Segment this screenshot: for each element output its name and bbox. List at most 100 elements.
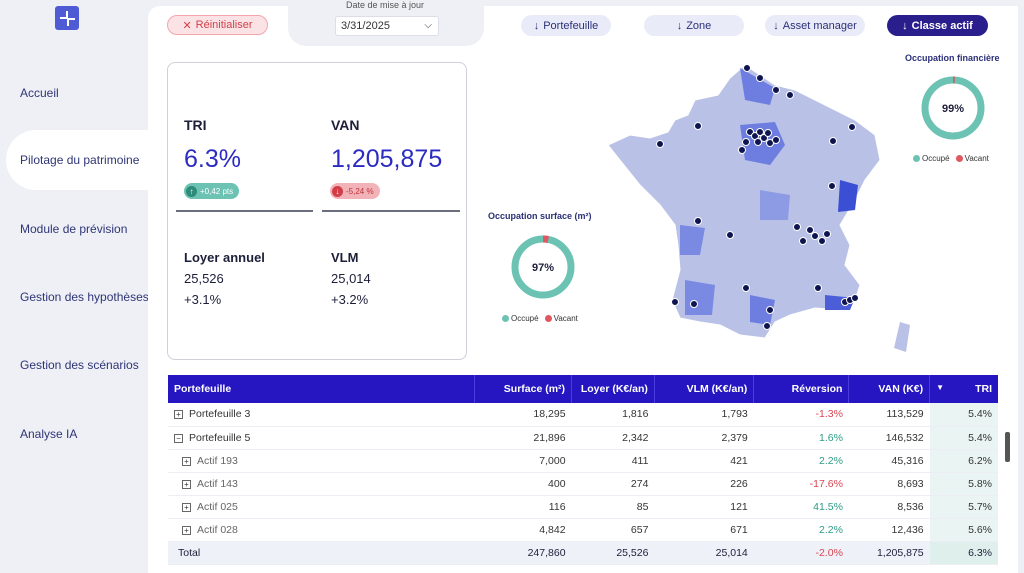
filter-classe-actif-button[interactable]: ↓ Classe actif bbox=[887, 15, 988, 36]
france-map[interactable] bbox=[600, 60, 920, 360]
collapse-icon[interactable]: − bbox=[174, 433, 183, 443]
table-row[interactable]: + Portefeuille 3 18,295 1,816 1,793 -1.3% 113,… bbox=[168, 403, 998, 427]
nav-item-scenarios[interactable]: Gestion des scénarios bbox=[20, 358, 139, 372]
legend-occupied-label: Occupé bbox=[922, 154, 950, 163]
nav-item-hypotheses[interactable]: Gestion des hypothèses bbox=[20, 290, 149, 304]
col-loyer[interactable]: Loyer (K€/an) bbox=[571, 375, 655, 403]
row-name-cell: + Actif 025 bbox=[168, 495, 475, 519]
table-cell: -17.6% bbox=[753, 472, 849, 496]
table-cell: 6.2% bbox=[929, 449, 998, 473]
region-southwest bbox=[685, 280, 715, 315]
table-row[interactable]: + Actif 028 4,842 657 671 2.2% 12,436 5.6% bbox=[168, 518, 998, 542]
table-cell: 116 bbox=[474, 495, 572, 519]
expand-icon[interactable]: + bbox=[182, 456, 191, 466]
legend-occupied-label: Occupé bbox=[511, 314, 539, 323]
asset-marker bbox=[690, 300, 698, 308]
expand-icon[interactable]: + bbox=[182, 502, 191, 512]
legend-vacant-label: Vacant bbox=[964, 154, 989, 163]
divider bbox=[176, 210, 313, 212]
table-cell: 1,793 bbox=[654, 403, 754, 427]
asset-marker bbox=[848, 123, 856, 131]
asset-marker bbox=[828, 182, 836, 190]
table-cell: 45,316 bbox=[848, 449, 930, 473]
table-row[interactable]: + Actif 143 400 274 226 -17.6% 8,693 5.8% bbox=[168, 472, 998, 496]
filter-asset-manager-button[interactable]: ↓ Asset manager bbox=[765, 15, 865, 36]
table-cell: 1.6% bbox=[753, 426, 849, 450]
kpi-tri-value: 6.3% bbox=[184, 145, 241, 173]
donut-financiere-vacant-arc bbox=[921, 76, 985, 140]
col-portefeuille[interactable]: Portefeuille bbox=[168, 375, 475, 403]
kpi-van-delta-badge: ↓ -5,24 % bbox=[330, 183, 380, 199]
asset-marker bbox=[811, 232, 819, 240]
asset-marker bbox=[772, 136, 780, 144]
filter-label: Zone bbox=[686, 19, 712, 32]
arrow-up-icon: ↑ bbox=[186, 185, 197, 197]
table-cell: 5.7% bbox=[929, 495, 998, 519]
app-logo[interactable] bbox=[55, 6, 79, 30]
legend-occupied: Occupé bbox=[913, 154, 950, 163]
table-row[interactable]: + Actif 193 7,000 411 421 2.2% 45,316 6.2% bbox=[168, 449, 998, 473]
filter-label: Asset manager bbox=[782, 19, 857, 32]
nav-item-accueil[interactable]: Accueil bbox=[20, 86, 59, 100]
table-cell: 8,693 bbox=[848, 472, 930, 496]
col-van[interactable]: VAN (K€) bbox=[848, 375, 931, 403]
kpi-tri-title: TRI bbox=[184, 117, 207, 133]
table-cell: 8,536 bbox=[848, 495, 930, 519]
date-label: Date de mise à jour bbox=[345, 0, 425, 10]
kpi-van-value: 1,205,875 bbox=[331, 145, 443, 173]
france-outline bbox=[607, 64, 881, 339]
col-tri[interactable]: ▼ TRI bbox=[929, 375, 998, 403]
table-cell: 5.4% bbox=[929, 426, 998, 450]
region-north bbox=[740, 68, 775, 105]
total-cell: 25,526 bbox=[571, 541, 655, 565]
asset-marker bbox=[766, 306, 774, 314]
asset-marker bbox=[738, 146, 746, 154]
table-scrollbar[interactable] bbox=[1005, 432, 1010, 462]
expand-icon[interactable]: + bbox=[182, 479, 191, 489]
asset-marker bbox=[818, 237, 826, 245]
table-total-row: Total 247,860 25,526 25,014 -2.0% 1,205,875 6.… bbox=[168, 541, 998, 565]
filter-label: Classe actif bbox=[911, 19, 973, 32]
expand-icon[interactable]: + bbox=[174, 410, 183, 420]
asset-marker bbox=[694, 122, 702, 130]
arrow-down-icon: ↓ bbox=[902, 19, 908, 32]
sidebar: Accueil Pilotage du patrimoine Module de… bbox=[0, 0, 149, 573]
col-vlm[interactable]: VLM (K€/an) bbox=[654, 375, 755, 403]
asset-marker bbox=[772, 86, 780, 94]
nav-item-analyse-ia[interactable]: Analyse IA bbox=[20, 427, 78, 441]
table-cell: 421 bbox=[654, 449, 754, 473]
reset-button[interactable]: ✕ Réinitialiser bbox=[167, 15, 268, 35]
kpi-loyer-title: Loyer annuel bbox=[184, 250, 265, 265]
nav-item-prevision[interactable]: Module de prévision bbox=[20, 222, 128, 236]
col-reversion[interactable]: Réversion bbox=[753, 375, 850, 403]
asset-marker bbox=[743, 64, 751, 72]
kpi-tri-delta: +0,42 pts bbox=[200, 186, 234, 196]
row-name: Actif 025 bbox=[197, 500, 238, 513]
legend-vacant: Vacant bbox=[955, 154, 989, 163]
donut-surface-value: 97% bbox=[532, 262, 554, 274]
table-cell: 411 bbox=[571, 449, 655, 473]
table-cell: 5.4% bbox=[929, 403, 998, 427]
asset-marker bbox=[756, 128, 764, 136]
table-cell: 2.2% bbox=[753, 518, 849, 542]
nav-item-pilotage[interactable]: Pilotage du patrimoine bbox=[6, 130, 148, 190]
table-row[interactable]: + Actif 025 116 85 121 41.5% 8,536 5.7% bbox=[168, 495, 998, 519]
table-cell: 5.6% bbox=[929, 518, 998, 542]
table-row[interactable]: − Portefeuille 5 21,896 2,342 2,379 1.6% 146,5… bbox=[168, 426, 998, 450]
filter-label: Portefeuille bbox=[543, 19, 599, 32]
table-cell: 1,816 bbox=[571, 403, 655, 427]
filter-zone-button[interactable]: ↓ Zone bbox=[644, 15, 744, 36]
donut-financiere-chart: 99% bbox=[921, 76, 985, 140]
filter-portefeuille-button[interactable]: ↓ Portefeuille bbox=[521, 15, 611, 36]
table-cell: 121 bbox=[654, 495, 754, 519]
donut-financiere-value: 99% bbox=[942, 103, 964, 115]
table-cell: 21,896 bbox=[474, 426, 572, 450]
expand-icon[interactable]: + bbox=[182, 525, 191, 535]
corsica bbox=[894, 322, 910, 352]
table-cell: 85 bbox=[571, 495, 655, 519]
table-header-row: Portefeuille Surface (m²) Loyer (K€/an) … bbox=[168, 375, 998, 403]
row-name: Portefeuille 3 bbox=[189, 408, 251, 421]
col-surface[interactable]: Surface (m²) bbox=[474, 375, 573, 403]
date-select[interactable]: 3/31/2025 ⌵ bbox=[335, 16, 439, 36]
asset-marker bbox=[756, 74, 764, 82]
